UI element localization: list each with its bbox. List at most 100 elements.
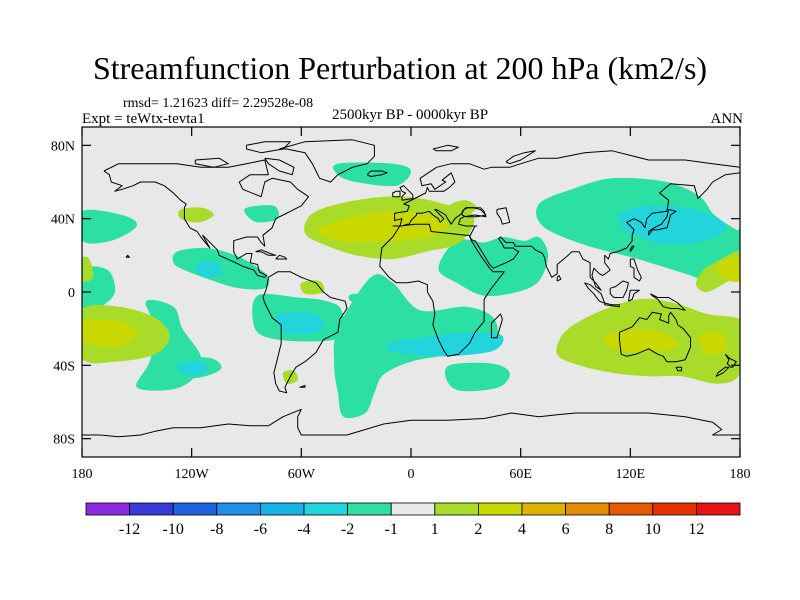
colorbar-swatch [303,502,348,516]
colorbar-label: 6 [562,521,570,538]
coastline-japan [648,209,677,236]
positive-anomaly-region-28 [82,256,94,283]
positive-anomaly-region-23 [699,331,727,356]
coastline-new-zealand-south [715,366,730,377]
colorbar-swatch [390,502,436,516]
coastline-taiwan [629,245,635,252]
colorbar-label: 1 [431,521,439,538]
coastline-ellesmere-island [246,141,291,154]
negative-anomaly-region-17 [348,293,359,302]
lat-tick-label: 0 [68,286,75,301]
coastline-eurasia-africa [379,150,740,357]
negative-anomaly-region-12 [243,205,279,223]
coastline-victoria-island [194,157,229,168]
coastline-cuba [255,249,277,256]
coastline-falklands [299,385,306,388]
negative-anomaly-region-2 [385,332,504,357]
lat-tick-label: 40S [53,359,75,374]
colorbar-label: 10 [645,521,661,538]
negative-anomaly-region-13 [438,236,549,297]
colorbar-label: -8 [210,521,223,538]
colorbar-swatch [172,502,218,516]
coastline-ireland [392,190,401,198]
colorbar-label: -10 [163,521,184,538]
coastline-borneo [609,280,629,298]
lon-tick-label: 0 [408,467,415,482]
negative-anomaly-region-11 [333,162,412,187]
experiment-label: Expt = teWtx-tevta1 [82,111,205,127]
negative-anomaly-region-16 [177,361,208,377]
negative-anomaly-region-6 [276,312,324,335]
season-label: ANN [710,111,744,127]
map-background [82,127,740,457]
positive-anomaly-region-29 [178,207,214,223]
colorbar-label: 8 [605,521,613,538]
coastline-north-america [103,159,310,278]
coastline-great-britain [399,185,414,201]
coastline-baffin-island [264,157,295,176]
coastline-new-guinea [650,293,686,311]
lon-tick-label: 180 [72,467,93,482]
lon-tick-label: 60E [509,467,532,482]
coastline-philippines [629,258,642,282]
colorbar-label: -12 [119,521,140,538]
colorbar-swatch [85,502,130,516]
positive-anomaly-region-25 [716,257,740,283]
lon-tick-label: 120W [175,467,210,482]
colorbar-label: -6 [254,521,267,538]
coastline-sri-lanka [556,275,562,282]
coastline-australia [618,311,692,363]
anomaly-fills [82,162,740,419]
negative-anomaly-region-9 [677,224,716,241]
coastline-sumatra [584,282,606,304]
stats-line: rmsd= 1.21623 diff= 2.29528e-08 [123,96,314,111]
lat-tick-label: 40N [51,213,75,228]
period-label: 2500kyr BP - 0000kyr BP [331,107,489,123]
positive-anomaly-region-22 [603,328,679,353]
coastline-sulawesi [628,289,640,302]
coastline-java [604,302,620,308]
colorbar-swatch [434,502,479,516]
lat-tick-label: 80N [51,139,75,154]
colorbar-label: -2 [341,521,354,538]
coastline-south-america [262,271,348,394]
colorbar-swatch [521,502,566,516]
positive-anomaly-region-20 [317,211,448,243]
axis-ticks: 80N 40N 0 40S 80S 180 120W 60W 0 60E 120E 180 [51,127,751,482]
colorbar-label: 2 [474,521,482,538]
colorbar-swatch [129,502,174,516]
lon-tick-label: 180 [730,467,751,482]
colorbar-label: 12 [688,521,704,538]
negative-anomaly-region-4 [196,261,222,278]
colorbar-swatch [347,502,392,516]
colorbar-swatch [259,502,305,516]
coastline-madagascar [490,313,503,339]
lat-tick-label: 80S [53,433,75,448]
coastline-antarctica [82,408,740,438]
colorbar-label: 4 [518,521,526,538]
lon-tick-label: 120E [616,467,646,482]
colorbar-swatch [565,502,610,516]
coastline-tasmania [675,366,682,372]
coastline-novaya-zemlya [505,150,536,165]
colorbar-swatch [608,502,654,516]
colorbar-swatch [652,502,697,516]
lon-tick-label: 60W [288,467,316,482]
colorbar-label: -4 [297,521,310,538]
colorbar-swatch [216,502,261,516]
colorbar-swatch [696,502,741,516]
positive-anomaly-region-31 [449,200,477,216]
negative-anomaly-region-14 [444,362,510,392]
coastline-new-zealand-north [724,353,737,368]
positive-anomaly-region-27 [82,319,137,348]
colorbar-swatch [477,502,523,516]
coastline-svalbard [432,144,459,152]
plot-title: Streamfunction Perturbation at 200 hPa (… [92,50,708,86]
colorbar: -12 -10 -8 -6 -4 -2 -1 1 2 4 6 8 10 12 [85,502,741,538]
coastline-hispaniola [275,254,288,260]
positive-anomaly-region-32 [300,280,325,295]
coastline-caspian-sea [496,207,511,225]
colorbar-label: -1 [385,521,398,538]
negative-anomaly-region-10 [82,209,138,244]
